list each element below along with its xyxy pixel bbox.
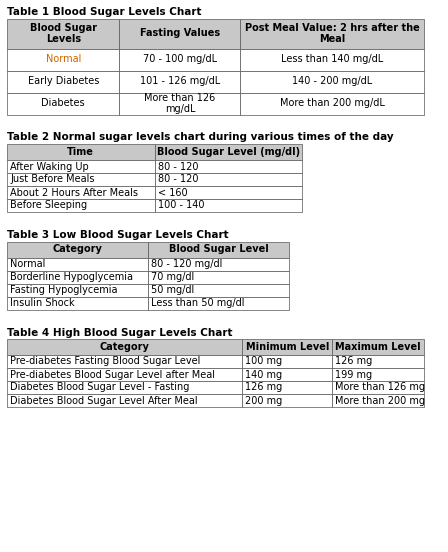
Text: Borderline Hypoglycemia: Borderline Hypoglycemia xyxy=(10,272,133,282)
Text: 126 mg: 126 mg xyxy=(246,383,283,392)
Bar xyxy=(332,368,424,381)
Text: Blood Sugar
Levels: Blood Sugar Levels xyxy=(30,23,97,44)
Bar xyxy=(7,93,120,114)
Text: Less than 140 mg/dL: Less than 140 mg/dL xyxy=(281,55,383,65)
Bar xyxy=(155,199,302,212)
Text: Diabetes Blood Sugar Level After Meal: Diabetes Blood Sugar Level After Meal xyxy=(10,395,198,406)
Text: Table 4 High Blood Sugar Levels Chart: Table 4 High Blood Sugar Levels Chart xyxy=(7,327,233,337)
Bar xyxy=(7,296,148,310)
Text: 200 mg: 200 mg xyxy=(246,395,283,406)
Text: 50 mg/dl: 50 mg/dl xyxy=(151,285,194,295)
Bar xyxy=(148,270,289,284)
Text: Maximum Level: Maximum Level xyxy=(335,342,421,352)
Text: 101 - 126 mg/dL: 101 - 126 mg/dL xyxy=(140,77,220,87)
Text: Fasting Hypoglycemia: Fasting Hypoglycemia xyxy=(10,285,117,295)
Text: Category: Category xyxy=(52,245,103,254)
Bar xyxy=(7,394,242,407)
Text: Pre-diabetes Blood Sugar Level after Meal: Pre-diabetes Blood Sugar Level after Mea… xyxy=(10,369,215,380)
Bar xyxy=(120,71,240,93)
Bar xyxy=(242,368,332,381)
Bar xyxy=(7,339,242,355)
Text: Blood Sugar Level (mg/dl): Blood Sugar Level (mg/dl) xyxy=(157,147,300,157)
Bar xyxy=(155,160,302,173)
Bar xyxy=(148,284,289,296)
Text: Category: Category xyxy=(100,342,150,352)
Text: More than 126 mg: More than 126 mg xyxy=(335,383,425,392)
Bar xyxy=(7,270,148,284)
Bar xyxy=(7,381,242,394)
Bar xyxy=(7,49,120,71)
Bar xyxy=(7,144,155,160)
Bar xyxy=(155,144,302,160)
Bar xyxy=(120,49,240,71)
Bar xyxy=(7,186,155,199)
Text: < 160: < 160 xyxy=(158,188,187,198)
Text: Minimum Level: Minimum Level xyxy=(246,342,329,352)
Text: Early Diabetes: Early Diabetes xyxy=(28,77,99,87)
Bar xyxy=(7,368,242,381)
Text: 80 - 120: 80 - 120 xyxy=(158,174,198,184)
Bar xyxy=(240,71,424,93)
Text: Time: Time xyxy=(67,147,94,157)
Bar xyxy=(332,394,424,407)
Bar xyxy=(332,339,424,355)
Bar xyxy=(120,93,240,114)
Bar xyxy=(7,242,148,257)
Bar xyxy=(7,355,242,368)
Text: 70 - 100 mg/dL: 70 - 100 mg/dL xyxy=(143,55,217,65)
Bar xyxy=(7,160,155,173)
Text: Pre-diabetes Fasting Blood Sugar Level: Pre-diabetes Fasting Blood Sugar Level xyxy=(10,357,200,367)
Text: 70 mg/dl: 70 mg/dl xyxy=(151,272,194,282)
Text: 140 - 200 mg/dL: 140 - 200 mg/dL xyxy=(292,77,372,87)
Text: Table 2 Normal sugar levels chart during various times of the day: Table 2 Normal sugar levels chart during… xyxy=(7,132,394,142)
Bar xyxy=(242,394,332,407)
Bar xyxy=(242,355,332,368)
Bar xyxy=(155,173,302,186)
Text: More than 200 mg: More than 200 mg xyxy=(335,395,425,406)
Bar xyxy=(242,339,332,355)
Bar xyxy=(148,242,289,257)
Text: Table 3 Low Blood Sugar Levels Chart: Table 3 Low Blood Sugar Levels Chart xyxy=(7,230,228,240)
Text: 126 mg: 126 mg xyxy=(335,357,372,367)
Text: After Waking Up: After Waking Up xyxy=(10,162,89,172)
Text: 80 - 120: 80 - 120 xyxy=(158,162,198,172)
Text: 199 mg: 199 mg xyxy=(335,369,372,380)
Text: More than 200 mg/dL: More than 200 mg/dL xyxy=(280,98,384,109)
Text: 80 - 120 mg/dl: 80 - 120 mg/dl xyxy=(151,259,222,269)
Text: Normal: Normal xyxy=(10,259,45,269)
Bar xyxy=(155,186,302,199)
Bar xyxy=(120,19,240,49)
Text: Less than 50 mg/dl: Less than 50 mg/dl xyxy=(151,298,245,308)
Text: Normal: Normal xyxy=(46,55,81,65)
Text: More than 126
mg/dL: More than 126 mg/dL xyxy=(144,93,215,114)
Bar xyxy=(240,49,424,71)
Bar xyxy=(148,257,289,270)
Text: Before Sleeping: Before Sleeping xyxy=(10,200,87,210)
Text: 100 - 140: 100 - 140 xyxy=(158,200,204,210)
Text: Fasting Values: Fasting Values xyxy=(140,29,220,39)
Bar xyxy=(240,93,424,114)
Bar xyxy=(148,296,289,310)
Bar xyxy=(7,173,155,186)
Text: Just Before Meals: Just Before Meals xyxy=(10,174,95,184)
Text: 140 mg: 140 mg xyxy=(246,369,283,380)
Text: Diabetes: Diabetes xyxy=(41,98,85,109)
Text: 100 mg: 100 mg xyxy=(246,357,283,367)
Bar xyxy=(242,381,332,394)
Bar xyxy=(7,19,120,49)
Text: Blood Sugar Level: Blood Sugar Level xyxy=(169,245,268,254)
Text: About 2 Hours After Meals: About 2 Hours After Meals xyxy=(10,188,138,198)
Text: Post Meal Value: 2 hrs after the
Meal: Post Meal Value: 2 hrs after the Meal xyxy=(245,23,419,44)
Bar xyxy=(7,257,148,270)
Bar xyxy=(332,381,424,394)
Text: Insulin Shock: Insulin Shock xyxy=(10,298,75,308)
Text: Table 1 Blood Sugar Levels Chart: Table 1 Blood Sugar Levels Chart xyxy=(7,7,202,17)
Bar xyxy=(7,71,120,93)
Bar xyxy=(332,355,424,368)
Bar xyxy=(7,284,148,296)
Bar xyxy=(240,19,424,49)
Text: Diabetes Blood Sugar Level - Fasting: Diabetes Blood Sugar Level - Fasting xyxy=(10,383,190,392)
Bar xyxy=(7,199,155,212)
